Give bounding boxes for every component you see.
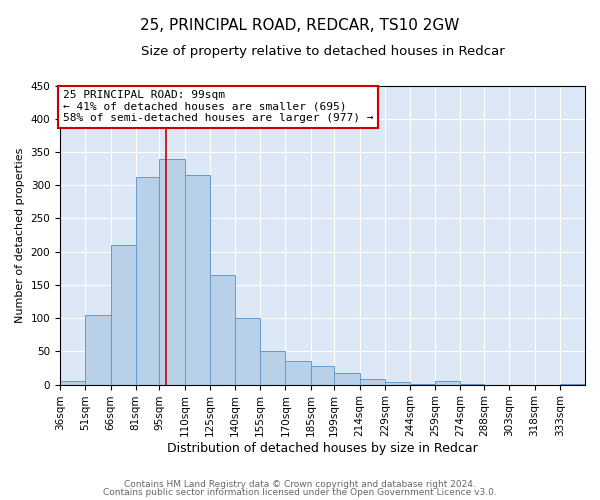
Bar [110,245,136,384]
Bar [286,362,311,384]
Y-axis label: Number of detached properties: Number of detached properties [15,148,25,323]
X-axis label: Distribution of detached houses by size in Redcar: Distribution of detached houses by size … [167,442,478,455]
Bar [85,315,110,384]
Bar [136,176,160,384]
Title: Size of property relative to detached houses in Redcar: Size of property relative to detached ho… [140,45,505,58]
Text: Contains HM Land Registry data © Crown copyright and database right 2024.: Contains HM Land Registry data © Crown c… [124,480,476,489]
Bar [385,382,410,384]
Text: Contains public sector information licensed under the Open Government Licence v3: Contains public sector information licen… [103,488,497,497]
Bar [435,382,460,384]
Bar [334,374,359,384]
Text: 25 PRINCIPAL ROAD: 99sqm
← 41% of detached houses are smaller (695)
58% of semi-: 25 PRINCIPAL ROAD: 99sqm ← 41% of detach… [62,90,373,123]
Bar [160,158,185,384]
Bar [359,380,385,384]
Bar [235,318,260,384]
Bar [210,275,235,384]
Text: 25, PRINCIPAL ROAD, REDCAR, TS10 2GW: 25, PRINCIPAL ROAD, REDCAR, TS10 2GW [140,18,460,32]
Bar [60,382,85,384]
Bar [311,366,334,384]
Bar [185,176,210,384]
Bar [260,352,286,384]
